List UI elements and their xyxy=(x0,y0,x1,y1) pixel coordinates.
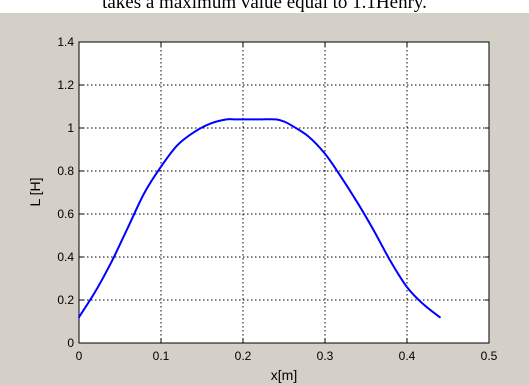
y-tick-labels: 0 0.2 0.4 0.6 0.8 1 1.2 1.4 xyxy=(57,35,74,350)
y-tick-label: 1.2 xyxy=(57,78,74,92)
line-chart: 0 0.1 0.2 0.3 0.4 0.5 0 0.2 0.4 0.6 0.8 1 1.2 1.4 x[… xyxy=(27,35,498,383)
x-tick-label: 0 xyxy=(76,349,83,363)
figure-caption-text: takes a maximum value equal to 1.1Henry. xyxy=(102,0,427,13)
series-layer xyxy=(78,118,441,319)
tick-marks xyxy=(78,41,490,344)
x-tick-label: 0.2 xyxy=(235,349,252,363)
y-tick-label: 0.8 xyxy=(57,164,74,178)
figure-panel: 0 0.1 0.2 0.3 0.4 0.5 0 0.2 0.4 0.6 0.8 1 1.2 1.4 x[… xyxy=(0,13,529,385)
y-tick-label: 1.4 xyxy=(57,35,74,49)
grid-lines xyxy=(79,42,489,343)
x-tick-labels: 0 0.1 0.2 0.3 0.4 0.5 xyxy=(76,349,498,363)
y-tick-label: 0.2 xyxy=(57,293,74,307)
x-axis-title: x[m] xyxy=(271,367,297,383)
y-tick-label: 0.6 xyxy=(57,207,74,221)
x-tick-label: 0.3 xyxy=(317,349,334,363)
plot-area xyxy=(79,42,489,343)
series-line xyxy=(78,118,441,319)
y-tick-label: 1 xyxy=(67,121,74,135)
plot-frame xyxy=(78,41,490,344)
x-tick-label: 0.5 xyxy=(481,349,498,363)
y-tick-label: 0 xyxy=(67,336,74,350)
x-tick-label: 0.1 xyxy=(153,349,170,363)
y-axis-title: L [H] xyxy=(27,177,43,206)
y-tick-label: 0.4 xyxy=(57,250,74,264)
x-tick-label: 0.4 xyxy=(399,349,416,363)
